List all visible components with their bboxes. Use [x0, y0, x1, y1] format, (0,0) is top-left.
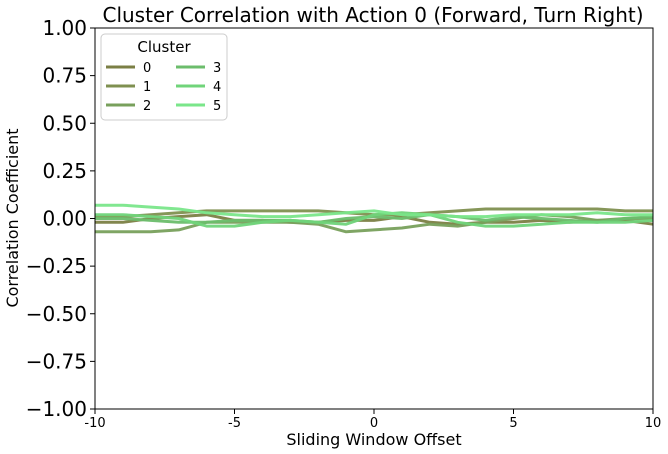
- legend-label-cluster-5: 5: [213, 99, 221, 114]
- x-axis-label: Sliding Window Offset: [286, 430, 461, 449]
- y-tick-label: −0.25: [26, 254, 87, 278]
- series-layer: [95, 203, 654, 234]
- legend-label-cluster-4: 4: [213, 80, 221, 95]
- legend-box: [100, 33, 228, 121]
- x-tick-label: -10: [84, 416, 105, 431]
- x-tick-label: -5: [228, 416, 241, 431]
- y-tick-label: 0.75: [42, 64, 87, 88]
- legend: Cluster 0 1 2 3 4 5: [100, 33, 228, 121]
- y-axis: −1.00 −0.75 −0.50 −0.25 0.00 0.25 0.50 0.75 1.00: [26, 16, 95, 421]
- x-axis: -10 -5 0 5 10: [84, 409, 661, 431]
- x-tick-label: 5: [509, 416, 517, 431]
- y-axis-label: Correlation Coefficient: [3, 128, 22, 307]
- y-tick-label: −0.50: [26, 302, 87, 326]
- y-tick-label: 0.00: [42, 207, 87, 231]
- chart-title: Cluster Correlation with Action 0 (Forwa…: [102, 3, 643, 27]
- legend-label-cluster-0: 0: [143, 61, 151, 76]
- y-tick-label: 0.25: [42, 159, 87, 183]
- y-tick-label: −0.75: [26, 349, 87, 373]
- series-line-cluster-4: [95, 211, 654, 228]
- x-tick-label: 0: [370, 416, 378, 431]
- legend-label-cluster-3: 3: [213, 61, 221, 76]
- y-tick-label: 1.00: [42, 16, 87, 40]
- legend-label-cluster-2: 2: [143, 99, 151, 114]
- legend-entries: 0 1 2 3 4 5: [106, 61, 221, 114]
- legend-label-cluster-1: 1: [143, 80, 151, 95]
- legend-title: Cluster: [137, 38, 191, 56]
- series-line-cluster-5: [95, 203, 653, 219]
- x-tick-label: 10: [645, 416, 662, 431]
- y-tick-label: −1.00: [26, 397, 87, 421]
- y-tick-label: 0.50: [42, 111, 87, 135]
